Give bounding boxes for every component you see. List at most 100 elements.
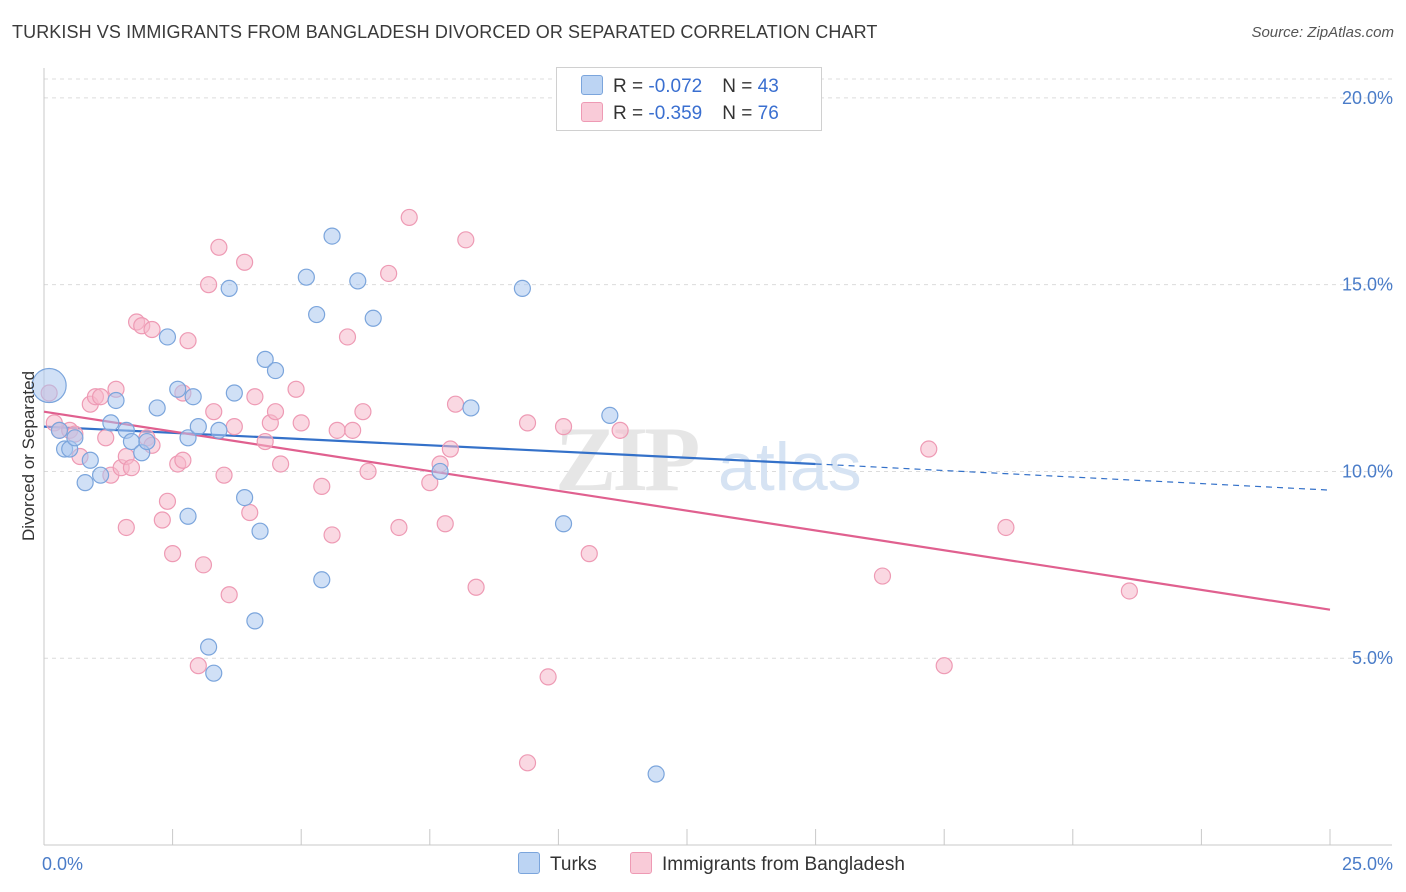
bangladesh-point xyxy=(997,518,1015,537)
axes xyxy=(43,68,1392,846)
bangladesh-point xyxy=(457,231,475,249)
bangladesh-point xyxy=(272,455,290,473)
bangladesh-point xyxy=(338,328,357,346)
turks-point xyxy=(138,432,156,451)
bangladesh-point xyxy=(205,403,223,421)
turks-point xyxy=(251,522,269,540)
bangladesh-point xyxy=(174,451,192,469)
grid-lines xyxy=(44,78,1392,659)
legend-row-bangladesh: R = -0.359 N = 76 xyxy=(581,102,779,126)
turks-n-value: 43 xyxy=(757,76,779,97)
bangladesh-swatch xyxy=(581,102,603,122)
bangladesh-point xyxy=(323,526,341,544)
bangladesh-point xyxy=(225,418,243,436)
bangladesh-n-label: N = xyxy=(722,103,758,124)
bangladesh-point xyxy=(122,459,141,477)
bangladesh-point xyxy=(446,395,465,413)
bangladesh-point xyxy=(91,388,110,406)
data-points xyxy=(31,208,1138,783)
bangladesh-point xyxy=(518,414,537,432)
bangladesh-point xyxy=(210,238,228,256)
bangladesh-point xyxy=(436,515,454,533)
turks-point xyxy=(31,367,67,404)
bangladesh-point xyxy=(935,657,953,675)
turks-point xyxy=(513,279,531,297)
bangladesh-point xyxy=(97,429,115,447)
turks-point xyxy=(76,474,94,492)
bangladesh-point xyxy=(313,477,331,495)
turks-point xyxy=(323,227,341,245)
turks-trend-extension xyxy=(815,463,1331,491)
bangladesh-point xyxy=(1120,582,1138,600)
tick-labels: 5.0% 10.0% 15.0% 20.0% 0.0% 25.0% xyxy=(42,88,1393,874)
y-tick-label: 20.0% xyxy=(1342,88,1393,108)
turks-point xyxy=(349,272,367,290)
x-tick-label: 25.0% xyxy=(1342,854,1393,874)
y-tick-label: 10.0% xyxy=(1342,461,1393,481)
turks-point xyxy=(107,391,125,410)
bangladesh-point xyxy=(441,440,459,458)
bangladesh-point xyxy=(400,208,418,227)
bangladesh-point xyxy=(158,492,177,510)
turks-point xyxy=(313,571,331,589)
bottom-legend-turks: Turks xyxy=(518,852,597,876)
bangladesh-point xyxy=(344,421,362,439)
bangladesh-point xyxy=(580,545,598,563)
turks-point xyxy=(50,421,69,439)
bangladesh-point xyxy=(328,421,346,439)
turks-point xyxy=(297,268,315,286)
bangladesh-point xyxy=(189,657,207,675)
bangladesh-point xyxy=(920,440,938,458)
turks-point xyxy=(554,515,573,533)
turks-r-value: -0.072 xyxy=(648,76,703,97)
bottom-turks-label: Turks xyxy=(550,854,597,875)
bangladesh-point xyxy=(354,403,372,421)
turks-point xyxy=(148,399,166,417)
turks-point xyxy=(66,429,84,447)
bangladesh-r-value: -0.359 xyxy=(648,103,703,124)
bangladesh-point xyxy=(153,511,171,529)
bangladesh-point xyxy=(390,518,408,537)
bangladesh-point xyxy=(611,421,629,439)
bangladesh-point xyxy=(359,462,377,481)
turks-point xyxy=(601,406,619,425)
turks-point xyxy=(266,361,285,380)
bangladesh-point xyxy=(380,264,398,283)
chart-title: TURKISH VS IMMIGRANTS FROM BANGLADESH DI… xyxy=(12,22,878,42)
turks-point xyxy=(431,462,449,481)
turks-point xyxy=(462,399,480,417)
bangladesh-point xyxy=(241,503,259,522)
bottom-bangladesh-label: Immigrants from Bangladesh xyxy=(662,854,905,875)
watermark: ZIP atlas xyxy=(555,408,862,510)
y-tick-label: 5.0% xyxy=(1352,648,1393,668)
turks-point xyxy=(91,466,110,484)
turks-point xyxy=(189,418,207,436)
turks-point xyxy=(246,612,264,630)
turks-point xyxy=(220,279,238,297)
bangladesh-point xyxy=(256,432,274,451)
turks-point xyxy=(184,388,202,406)
bangladesh-point xyxy=(292,414,310,432)
y-axis-label: Divorced or Separated xyxy=(19,371,38,541)
turks-swatch xyxy=(581,75,603,95)
bangladesh-point xyxy=(266,403,285,421)
turks-point xyxy=(179,429,197,447)
watermark-zip: ZIP xyxy=(555,408,698,510)
bangladesh-point xyxy=(220,586,238,604)
turks-point xyxy=(364,309,382,327)
bangladesh-r-label: R = xyxy=(613,103,649,124)
turks-n-label: N = xyxy=(722,76,758,97)
bangladesh-point xyxy=(246,388,264,406)
bangladesh-point xyxy=(287,380,305,398)
x-tick-label: 0.0% xyxy=(42,854,83,874)
turks-point xyxy=(308,305,326,324)
bottom-turks-swatch xyxy=(518,852,540,874)
turks-point xyxy=(256,350,274,368)
turks-trend-line xyxy=(43,425,816,466)
turks-point xyxy=(200,638,218,656)
bangladesh-point xyxy=(554,418,573,436)
bangladesh-point xyxy=(518,754,537,772)
bangladesh-point xyxy=(873,567,892,585)
bangladesh-point xyxy=(467,578,485,596)
